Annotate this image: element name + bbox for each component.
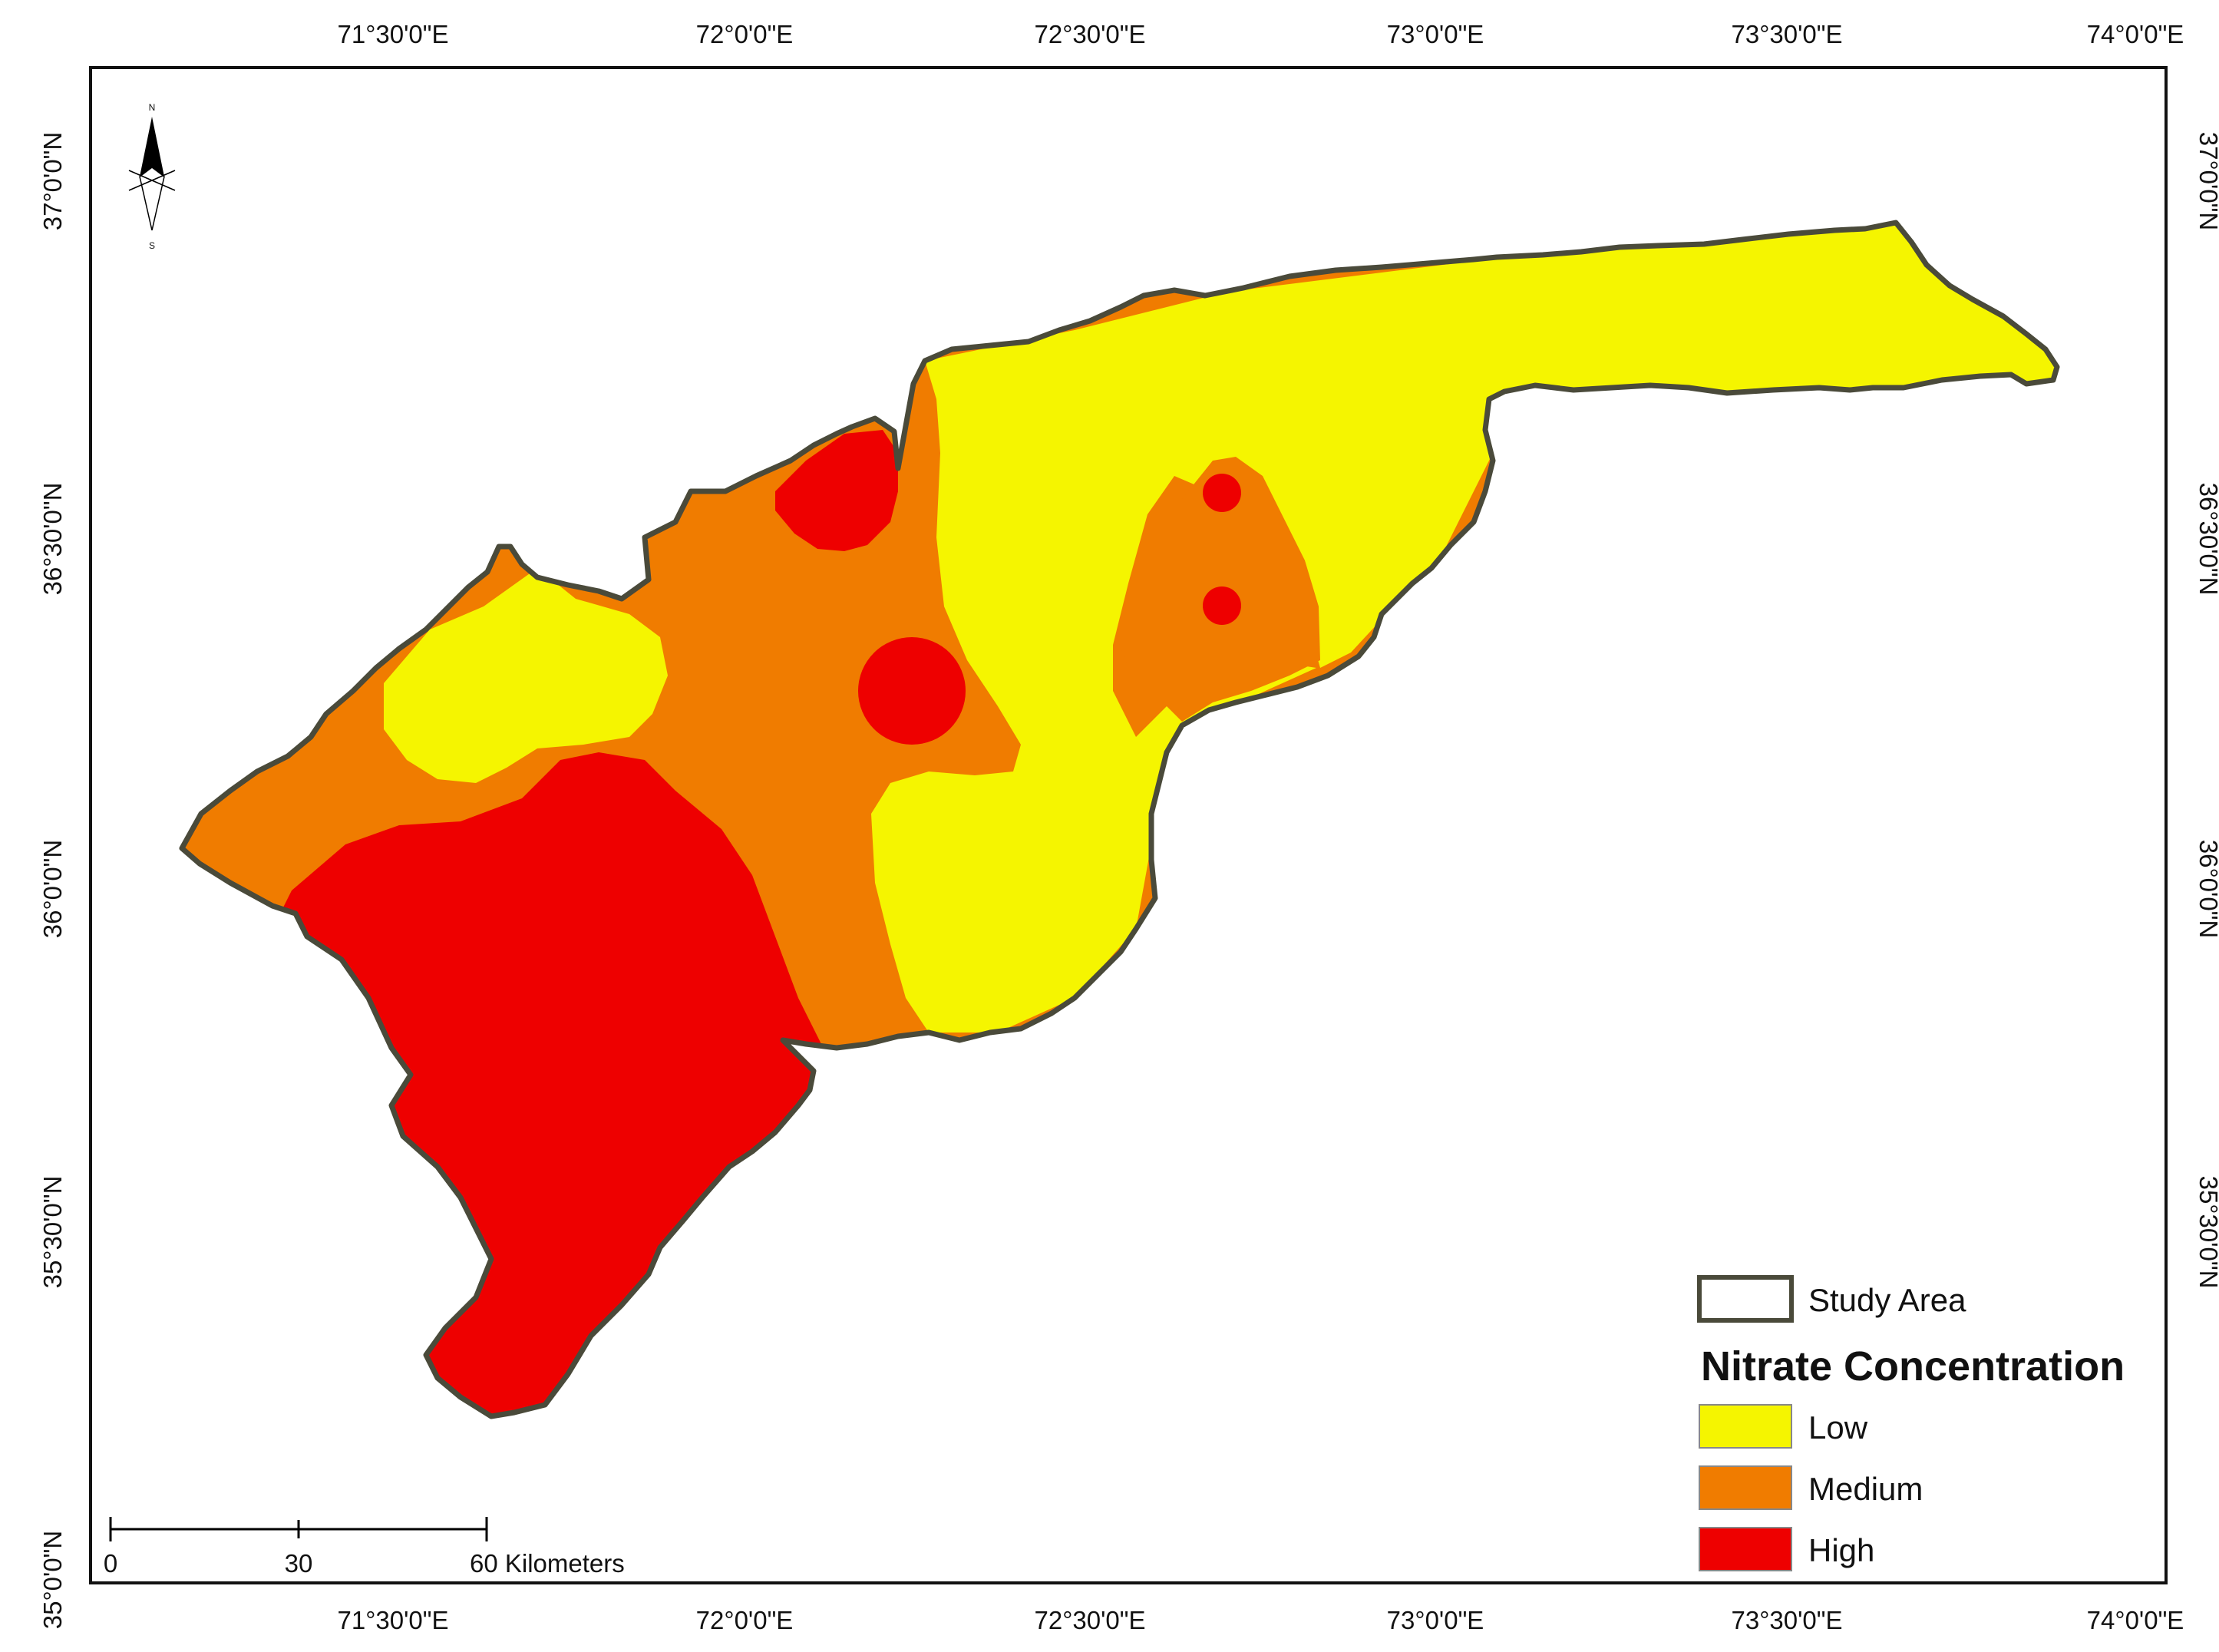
top-lon-label: 73°0'0"E [1387,20,1484,48]
scale-label: 0 [104,1549,117,1578]
top-lon-label: 71°30'0"E [338,20,449,48]
legend-label-high: High [1808,1532,1874,1568]
zone-high-center [858,637,966,745]
bottom-lon-label: 72°0'0"E [696,1606,794,1634]
zone-low-east [871,223,2057,1032]
south-label: S [149,240,155,251]
top-lon-label: 72°30'0"E [1035,20,1146,48]
study-area-boundary [179,220,2060,1419]
left-lat-label: 37°0'0"N [38,132,67,230]
legend-title: Nitrate Concentration [1701,1343,2125,1389]
zone-high-east-upper [1203,474,1241,512]
legend-swatch-low [1699,1404,1792,1449]
legend: Study Area Nitrate Concentration Low Med… [1697,1275,2125,1571]
bottom-lon-label: 72°30'0"E [1035,1606,1146,1634]
left-lat-label: 35°30'0"N [38,1176,67,1289]
legend-label-medium: Medium [1808,1471,1923,1507]
right-lat-label: 35°30'0"N [2194,1176,2219,1289]
legend-study-area-swatch [1697,1275,1794,1323]
top-lon-label: 72°0'0"E [696,20,794,48]
north-label: N [149,102,156,113]
bottom-lon-label: 71°30'0"E [338,1606,449,1634]
left-lat-label: 36°30'0"N [38,483,67,596]
top-lon-label: 73°30'0"E [1732,20,1843,48]
bottom-lon-label: 73°0'0"E [1387,1606,1484,1634]
scale-label: 30 [285,1549,313,1578]
left-lat-label: 35°0'0"N [38,1531,67,1629]
zone-low-west [384,568,668,783]
bottom-lon-label: 73°30'0"E [1732,1606,1843,1634]
zone-high-north [775,430,898,551]
legend-swatch-medium [1699,1465,1792,1510]
north-arrow-icon: N S [128,102,176,251]
right-lat-label: 36°30'0"N [2194,483,2219,596]
legend-label-low: Low [1808,1409,1868,1446]
zone-high-east-lower [1203,586,1241,625]
right-lat-label: 36°0'0"N [2194,840,2219,938]
top-lon-label: 74°0'0"E [2087,20,2184,48]
scale-bar: 0 30 60 Kilometers [104,1517,625,1578]
bottom-lon-label: 74°0'0"E [2087,1606,2184,1634]
scale-label: 60 Kilometers [470,1549,625,1578]
legend-swatch-high [1699,1527,1792,1571]
left-lat-label: 36°0'0"N [38,840,67,938]
right-lat-label: 37°0'0"N [2194,132,2219,230]
legend-study-area-label: Study Area [1808,1282,1966,1318]
